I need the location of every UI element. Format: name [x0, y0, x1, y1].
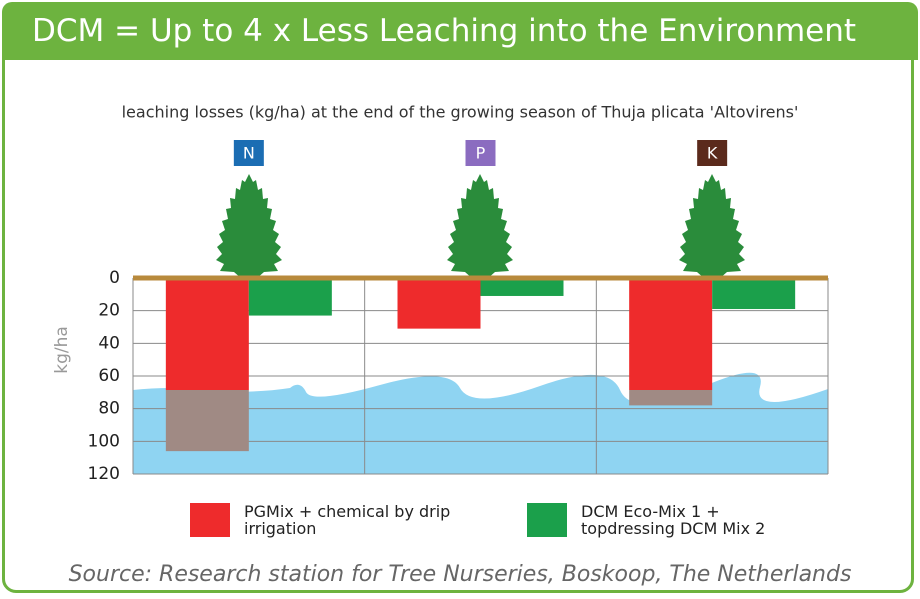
y-tick-label: 80 — [98, 399, 120, 419]
bar — [249, 278, 332, 316]
tree — [447, 174, 513, 279]
y-tick-label: 100 — [88, 431, 120, 451]
tree — [679, 174, 745, 279]
y-tick-label: 40 — [98, 333, 120, 353]
source: Source: Research station for Tree Nurser… — [0, 562, 920, 587]
category-label: P — [476, 144, 486, 163]
legend-item: DCM Eco-Mix 1 + topdressing DCM Mix 2 — [527, 503, 787, 537]
tree — [216, 174, 282, 279]
y-tick-label: 120 — [88, 464, 120, 484]
y-tick-label: 60 — [98, 366, 120, 386]
page: DCM = Up to 4 x Less Leaching into the E… — [0, 0, 920, 599]
bar — [629, 278, 712, 405]
legend-label: DCM Eco-Mix 1 + topdressing DCM Mix 2 — [581, 503, 787, 537]
bar — [398, 278, 481, 329]
y-axis-label: kg/ha — [52, 326, 72, 374]
subtitle: leaching losses (kg/ha) at the end of th… — [122, 103, 799, 122]
y-tick-label: 0 — [109, 268, 120, 288]
bar — [712, 278, 795, 309]
bar — [481, 278, 564, 296]
legend-item: PGMix + chemical by drip irrigation — [190, 503, 490, 537]
legend-label: PGMix + chemical by drip irrigation — [244, 503, 490, 537]
bar — [166, 278, 249, 451]
y-tick-label: 20 — [98, 301, 120, 321]
category-label: K — [707, 144, 718, 163]
legend-swatch — [190, 503, 230, 537]
category-label: N — [243, 144, 255, 163]
legend-swatch — [527, 503, 567, 537]
